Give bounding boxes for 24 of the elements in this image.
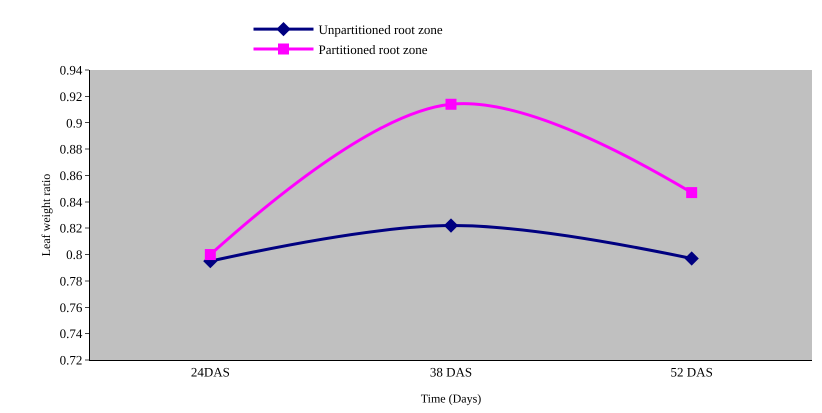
point bbox=[444, 218, 458, 233]
y-tick-label: 0.74 bbox=[60, 326, 83, 342]
y-tick-label: 0.72 bbox=[60, 352, 82, 368]
legend-label: Unpartitioned root zone bbox=[318, 22, 443, 38]
y-tick-label: 0.86 bbox=[60, 168, 83, 183]
x-tick-label: 38 DAS bbox=[430, 364, 472, 380]
x-tick-label: 52 DAS bbox=[670, 364, 713, 380]
y-tick-label: 0.84 bbox=[60, 194, 83, 210]
y-axis-title: Leaf weight ratio bbox=[38, 174, 53, 256]
y-tick-label: 0.82 bbox=[60, 220, 82, 236]
point bbox=[684, 251, 699, 266]
y-tick-label: 0.94 bbox=[60, 62, 83, 78]
point bbox=[204, 249, 216, 260]
y-tick-label: 0.88 bbox=[60, 142, 82, 157]
y-tick-label: 0.78 bbox=[60, 273, 82, 288]
point bbox=[686, 187, 698, 198]
x-axis-title: Time (Days) bbox=[420, 392, 482, 406]
y-tick-label: 0.92 bbox=[60, 88, 82, 104]
y-tick-label: 0.76 bbox=[60, 300, 83, 315]
y-tick-label: 0.8 bbox=[66, 247, 82, 262]
point bbox=[446, 98, 456, 110]
x-tick-label: 24DAS bbox=[190, 364, 230, 380]
legend-label: Partitioned root zone bbox=[318, 42, 428, 58]
y-tick-label: 0.9 bbox=[66, 115, 82, 130]
